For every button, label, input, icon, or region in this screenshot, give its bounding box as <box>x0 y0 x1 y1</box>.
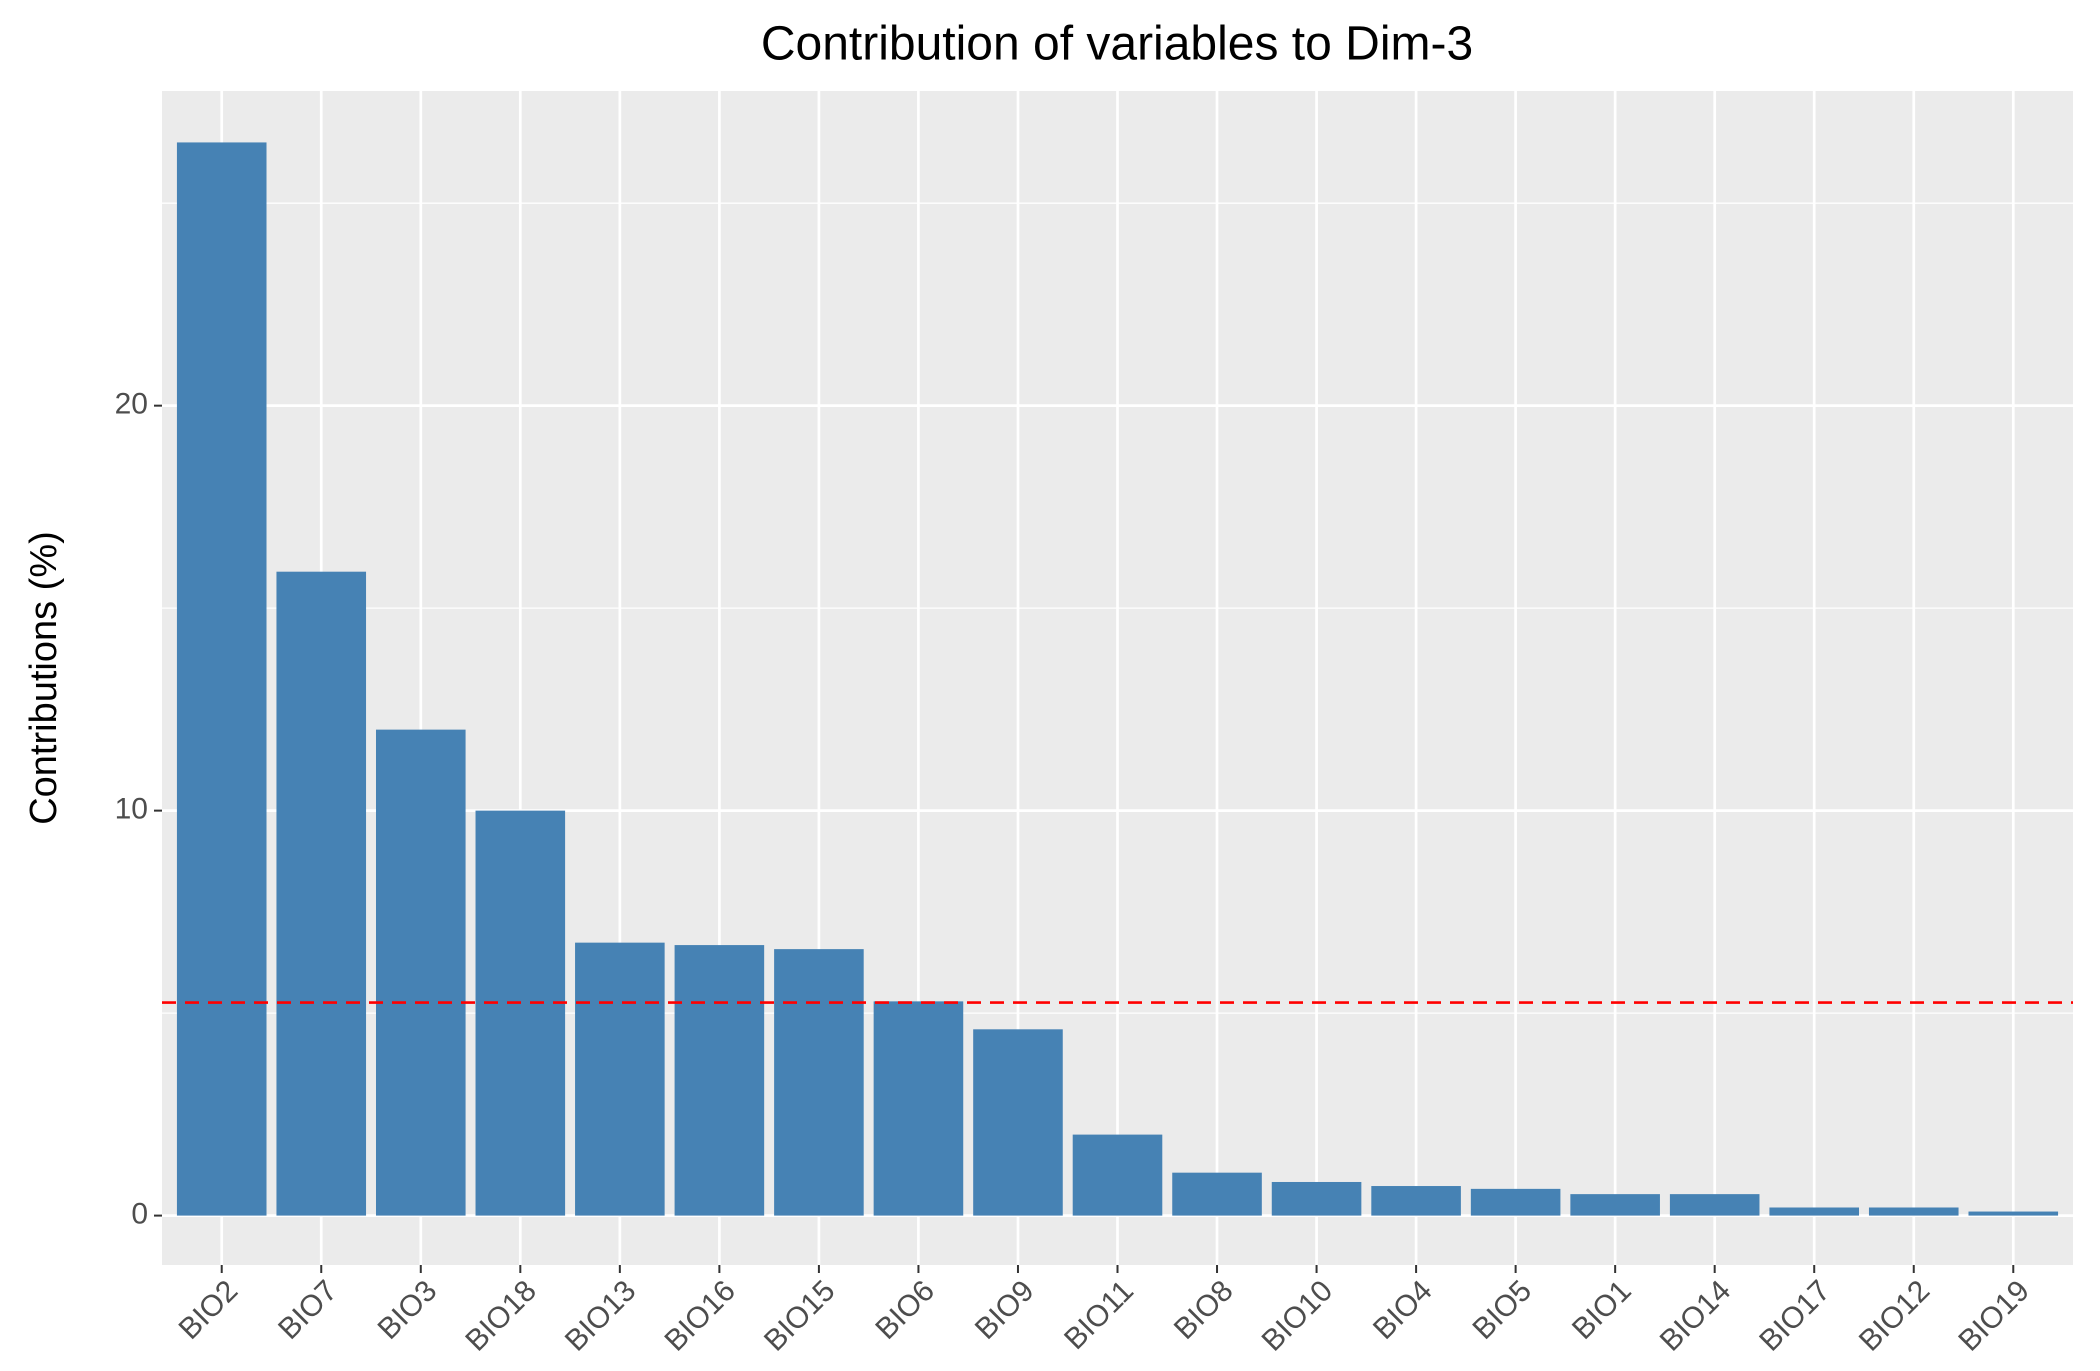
bar <box>176 142 267 1216</box>
y-axis-label: Contributions (%) <box>23 531 65 825</box>
x-tick-label: BIO3 <box>372 1274 444 1346</box>
bar <box>674 945 765 1216</box>
bar <box>1868 1207 1959 1216</box>
bar <box>1371 1186 1461 1216</box>
bar <box>475 810 566 1216</box>
bar <box>774 949 864 1216</box>
bar <box>1172 1172 1262 1216</box>
x-tick-label: BIO13 <box>559 1274 642 1357</box>
x-tick-label: BIO10 <box>1256 1274 1339 1357</box>
bar <box>1470 1188 1561 1216</box>
chart-title: Contribution of variables to Dim-3 <box>761 18 1473 71</box>
y-tick-label: 20 <box>115 388 148 421</box>
bar <box>1769 1207 1860 1216</box>
bar <box>1271 1181 1362 1216</box>
bar <box>1669 1194 1760 1216</box>
x-tick-label: BIO9 <box>969 1274 1041 1346</box>
bar <box>1570 1194 1660 1216</box>
bar <box>1072 1134 1163 1216</box>
x-tick-label: BIO16 <box>658 1274 741 1357</box>
y-tick-label: 0 <box>131 1198 148 1231</box>
bar <box>375 729 466 1216</box>
x-tick-label: BIO4 <box>1367 1274 1439 1346</box>
x-tick-label: BIO2 <box>173 1274 245 1346</box>
marks <box>176 142 2059 1216</box>
bar <box>575 942 665 1216</box>
bar <box>973 1029 1063 1216</box>
x-tick-label: BIO17 <box>1753 1274 1836 1357</box>
x-tick-label: BIO5 <box>1466 1274 1538 1346</box>
x-tick-label: BIO1 <box>1566 1274 1638 1346</box>
x-tick-label: BIO11 <box>1058 1274 1140 1356</box>
y-tick-label: 10 <box>115 793 148 826</box>
x-tick-label: BIO6 <box>869 1274 941 1346</box>
x-tick-label: BIO14 <box>1654 1274 1737 1357</box>
bar <box>1968 1211 2059 1216</box>
x-tick-label: BIO7 <box>272 1274 344 1346</box>
x-tick-label: BIO19 <box>1952 1274 2035 1357</box>
bar <box>276 571 367 1216</box>
x-tick-label: BIO8 <box>1168 1274 1240 1346</box>
bar <box>873 1001 964 1216</box>
x-tick-label: BIO18 <box>459 1274 542 1357</box>
x-tick-label: BIO15 <box>758 1274 841 1357</box>
x-tick-label: BIO12 <box>1853 1274 1936 1357</box>
